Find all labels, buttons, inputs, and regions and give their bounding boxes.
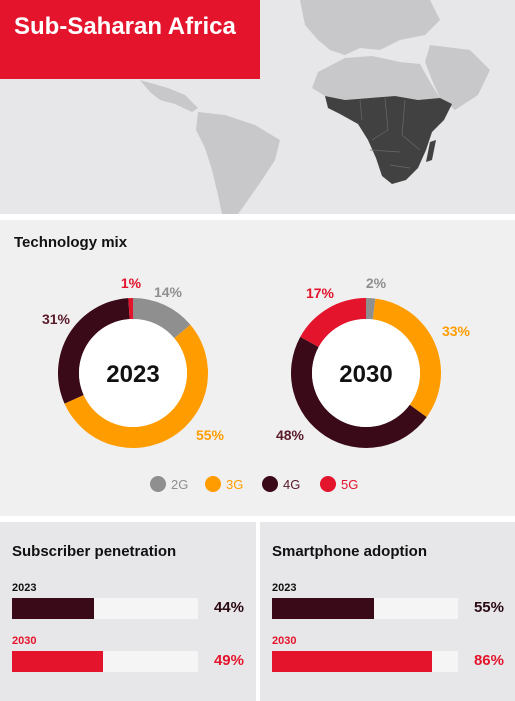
donut-slice-3g: [64, 324, 209, 448]
map-middle-east: [425, 45, 490, 110]
smartphone-adoption-panel: Smartphone adoption 2023 55% 2030 86%: [260, 522, 515, 701]
bar-value: 49%: [213, 652, 244, 669]
donut-label-4g: 48%: [276, 427, 305, 443]
bar-fill-2030: [272, 651, 432, 672]
donut-slice-3g: [372, 298, 442, 418]
donut-center: [312, 319, 420, 427]
legend-label-4g: 4G: [283, 477, 300, 492]
bar-year-label: 2030: [272, 635, 297, 647]
donut-slice-2g: [133, 298, 191, 339]
donut-label-2g: 14%: [154, 284, 183, 300]
title-box: Sub-Saharan Africa: [0, 0, 260, 79]
legend: 2G 3G 4G 5G: [150, 476, 358, 492]
donut-slice-4g: [291, 336, 427, 448]
page-title: Sub-Saharan Africa: [14, 13, 236, 40]
donut-slice-5g: [128, 298, 133, 320]
legend-label-3g: 3G: [226, 477, 243, 492]
donut-slice-5g: [300, 298, 366, 347]
legend-label-2g: 2G: [171, 477, 188, 492]
donut-center-label: 2030: [339, 361, 392, 388]
bar-track: [272, 598, 458, 619]
smartphone-adoption-title: Smartphone adoption: [272, 543, 427, 560]
map-europe: [300, 0, 440, 55]
subscriber-penetration-title: Subscriber penetration: [12, 543, 177, 560]
bar-value: 86%: [473, 652, 504, 669]
map-south-america: [196, 112, 280, 214]
world-map: [140, 0, 490, 214]
bar-value: 55%: [473, 599, 504, 616]
map-borders: [359, 97, 421, 169]
map-madagascar: [426, 140, 436, 162]
donut-slice-4g: [58, 298, 130, 404]
bar-year-label: 2023: [272, 582, 297, 594]
donut-label-3g: 55%: [196, 427, 225, 443]
donut-center: [79, 319, 187, 427]
donut-label-5g: 1%: [121, 275, 142, 291]
map-north-africa: [312, 56, 440, 100]
subscriber-penetration-panel: Subscriber penetration 2023 44% 2030 49%: [0, 522, 256, 701]
donut-label-4g: 31%: [42, 311, 71, 327]
legend-swatch-5g: [320, 476, 336, 492]
donut-charts: 14% 55% 31% 1% 2023 2% 33% 48% 17% 2030 2G 3G 4G 5G: [42, 275, 471, 492]
donut-center-label: 2023: [106, 361, 159, 388]
donut-slice-2g: [366, 298, 376, 320]
technology-mix-section: Technology mix 14% 55% 31% 1% 2023 2% 33% 48% 1…: [0, 220, 515, 516]
bar-fill-2030: [12, 651, 104, 672]
bar-fill-2023: [12, 598, 94, 619]
legend-swatch-3g: [205, 476, 221, 492]
bar-fill-2023: [272, 598, 375, 619]
legend-swatch-2g: [150, 476, 166, 492]
legend-swatch-4g: [262, 476, 278, 492]
bar-value: 44%: [213, 599, 244, 616]
donut-2023: 14% 55% 31% 1% 2023: [42, 275, 225, 448]
donut-label-2g: 2%: [366, 275, 387, 291]
bar-track: [12, 651, 198, 672]
technology-mix-title: Technology mix: [14, 234, 128, 251]
bar-year-label: 2023: [12, 582, 37, 594]
map-central-america: [140, 80, 198, 112]
donut-2030: 2% 33% 48% 17% 2030: [276, 275, 471, 448]
bar-track: [12, 598, 198, 619]
map-sub-saharan-africa: [325, 96, 452, 184]
bar-year-label: 2030: [12, 635, 37, 647]
legend-label-5g: 5G: [341, 477, 358, 492]
bar-track: [272, 651, 458, 672]
map-section: Sub-Saharan Africa: [0, 0, 515, 214]
donut-label-3g: 33%: [442, 323, 471, 339]
donut-label-5g: 17%: [306, 285, 335, 301]
